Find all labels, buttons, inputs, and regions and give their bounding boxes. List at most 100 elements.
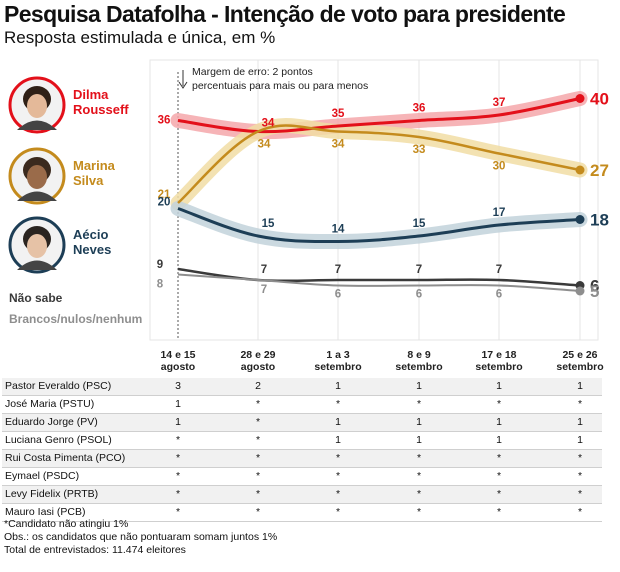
point-label: 37 [493,97,506,109]
table-cell: 1 [577,434,583,446]
x-tick-label: 28 e 29 [240,349,275,361]
point-label: 6 [590,277,599,296]
table-cell: 1 [335,380,341,392]
x-tick-label: agosto [241,361,275,373]
point-label: 6 [416,289,422,301]
candidate-avatar-icon [8,147,66,205]
point-label: 34 [262,118,275,130]
table-cell: * [416,488,422,500]
x-tick-label: setembro [395,361,442,373]
table-cell: 1 [416,434,422,446]
point-label: 9 [157,259,163,271]
candidate-name: Eymael (PSDC) [5,470,80,482]
x-tick-label: 8 e 9 [407,349,431,361]
point-label: 18 [590,211,609,230]
end-point [575,94,585,103]
table-cell: 1 [416,380,422,392]
end-point [575,165,585,175]
series-line [177,207,581,244]
candidate-avatar-icon [8,216,66,274]
x-tick-label: agosto [161,361,195,373]
candidate-name: Luciana Genro (PSOL) [5,434,112,446]
table-cell: 1 [577,416,583,428]
table-cell: * [335,470,341,482]
table-cell: * [255,398,261,410]
x-tick-label: setembro [556,361,603,373]
point-label: 7 [261,284,267,296]
table-cell: 2 [255,380,261,392]
point-label: 20 [158,197,171,209]
table-cell: * [255,434,261,446]
point-label: 33 [413,144,426,156]
table-cell: * [577,398,583,410]
x-tick-label: 25 e 26 [562,349,597,361]
page-title: Pesquisa Datafolha - Intenção de voto pa… [4,1,566,27]
table-cell: * [335,488,341,500]
table-cell: * [255,488,261,500]
legend-label: Aécio [73,227,108,242]
table-cell: * [496,452,502,464]
x-tick-label: 17 e 18 [481,349,516,361]
point-label: 14 [332,224,345,236]
legend-label: Marina [73,158,116,173]
chart-bands [170,91,588,250]
series-line [177,267,581,287]
chart-labels: 36 34 35 36 37 40 21 34 34 33 30 27 20 15 14 15 17 18 9 7 7 7… [157,90,609,302]
table-cell: * [175,434,181,446]
table-cell: * [335,452,341,464]
total-note: Total de entrevistados: 11.474 eleitores [4,544,186,556]
point-label: 7 [261,264,267,276]
point-label: 34 [258,139,271,151]
end-point [575,286,585,296]
table-cell: 1 [496,416,502,428]
legend-label: Neves [73,242,111,257]
table-row: Levy Fidelix (PRTB) * * * * * * [2,486,602,504]
error-band [170,118,588,211]
table-cell: * [255,452,261,464]
candidate-name: Rui Costa Pimenta (PCO) [5,452,126,464]
table-cell: 1 [335,416,341,428]
table-cell: * [175,452,181,464]
point-label: 17 [493,207,506,219]
table-row: Mauro Iasi (PCB) * * * * * * [2,504,602,522]
table-cell: 1 [577,380,583,392]
point-label: 36 [158,115,171,127]
table-cell: * [175,506,181,518]
legend-label: Dilma [73,87,109,102]
table-cell: * [175,470,181,482]
table-cell: * [496,470,502,482]
x-tick-label: setembro [314,361,361,373]
candidate-name: Mauro Iasi (PCB) [5,506,86,518]
obs-note: Obs.: os candidatos que não pontuaram so… [4,531,278,543]
legend-label: Rousseff [73,102,129,117]
table-cell: * [335,506,341,518]
table-cell: * [255,506,261,518]
table-cell: 1 [496,380,502,392]
table-cell: * [577,506,583,518]
point-label: 15 [262,218,275,230]
candidate-name: Eduardo Jorge (PV) [5,416,98,428]
annotation-text: Margem de erro: 2 pontos [192,66,313,78]
error-band [170,201,588,250]
table-cell: * [255,416,261,428]
point-label: 5 [590,282,599,301]
x-tick-label: 14 e 15 [160,349,195,361]
table-cell: * [577,470,583,482]
table-cell: 1 [175,398,181,410]
table-cell: * [416,452,422,464]
point-label: 7 [496,264,502,276]
legend-label: Não sabe [9,291,63,305]
candidate-name: Levy Fidelix (PRTB) [5,488,99,500]
table-cell: * [416,470,422,482]
point-label: 6 [496,289,502,301]
annotation-arrow [178,81,188,89]
point-label: 8 [157,279,164,291]
point-label: 27 [590,161,609,180]
point-label: 40 [590,90,609,109]
chart-lines [177,94,585,296]
table-cell: * [496,506,502,518]
table-cell: * [416,506,422,518]
table-cell: * [416,398,422,410]
table-cell: 1 [416,416,422,428]
